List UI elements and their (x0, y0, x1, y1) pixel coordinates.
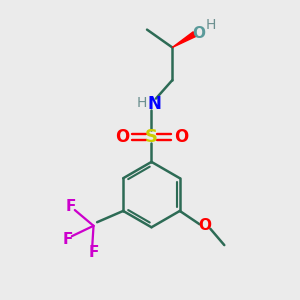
Text: N: N (148, 95, 161, 113)
Text: F: F (63, 232, 74, 247)
Polygon shape (172, 32, 196, 47)
Text: O: O (193, 26, 206, 41)
Text: H: H (137, 96, 147, 110)
Text: F: F (66, 199, 76, 214)
Text: O: O (199, 218, 212, 233)
Text: O: O (115, 128, 129, 146)
Text: F: F (88, 245, 99, 260)
Text: O: O (174, 128, 188, 146)
Text: S: S (145, 128, 158, 146)
Text: H: H (205, 18, 215, 32)
